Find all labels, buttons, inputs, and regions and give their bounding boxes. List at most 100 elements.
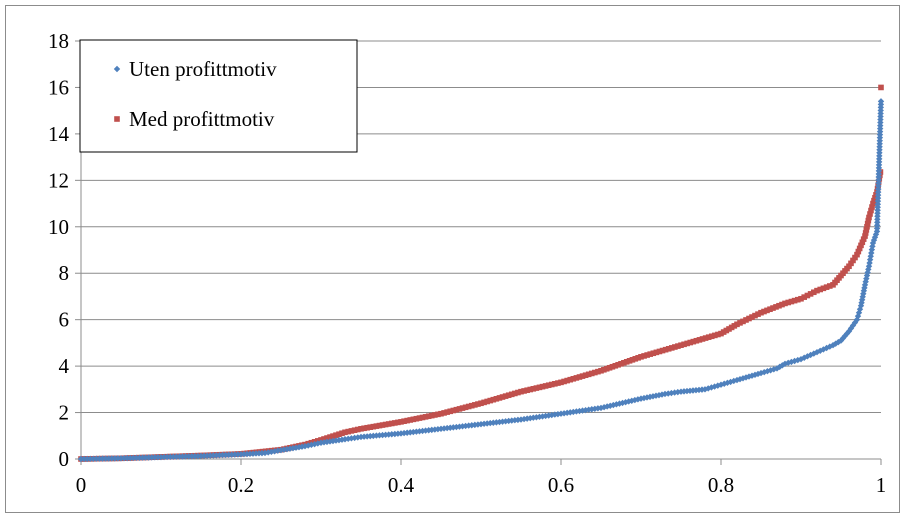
data-point	[327, 434, 333, 440]
data-point	[644, 352, 650, 358]
data-point	[462, 404, 469, 411]
data-point	[487, 397, 494, 404]
series-uten-profittmotiv	[77, 98, 885, 463]
data-point	[811, 289, 817, 296]
x-tick-labels: 0 0.2 0.4 0.6 0.8 1	[76, 473, 887, 497]
data-point	[600, 403, 608, 411]
data-point	[798, 295, 804, 302]
y-tick-label: 0	[59, 447, 70, 471]
data-point	[447, 408, 454, 415]
data-point	[453, 406, 460, 413]
data-point	[610, 401, 617, 409]
data-point	[560, 410, 568, 417]
data-point	[364, 424, 370, 431]
data-point	[567, 409, 574, 416]
data-point	[855, 248, 862, 255]
data-point	[555, 380, 561, 386]
data-point	[773, 304, 779, 310]
data-point	[850, 257, 856, 264]
data-point	[333, 432, 339, 438]
y-tick-label: 16	[48, 75, 69, 99]
data-point	[564, 377, 570, 384]
data-point	[348, 428, 355, 434]
data-point	[681, 341, 687, 348]
data-point	[609, 363, 616, 370]
data-point	[752, 312, 758, 319]
data-point	[361, 425, 367, 432]
data-point	[197, 452, 205, 460]
data-point	[561, 378, 567, 385]
data-point	[779, 362, 786, 369]
data-point	[410, 416, 417, 423]
x-tick-label: 0.2	[228, 473, 254, 497]
data-point	[864, 220, 871, 227]
data-point	[740, 318, 746, 325]
data-point	[435, 411, 441, 418]
data-point	[865, 217, 872, 224]
data-point	[758, 309, 764, 316]
data-point	[865, 266, 872, 273]
data-point	[761, 308, 767, 315]
data-point	[628, 397, 635, 404]
data-point	[413, 415, 420, 422]
data-point	[878, 84, 884, 91]
data-point	[539, 383, 546, 390]
data-point	[684, 340, 690, 347]
data-point	[714, 382, 721, 389]
data-point	[552, 380, 558, 387]
data-point	[635, 355, 641, 361]
data-point	[567, 376, 574, 383]
data-point	[699, 336, 706, 342]
data-point	[545, 382, 552, 389]
data-point	[776, 302, 782, 309]
data-point	[807, 351, 814, 359]
y-tick-label: 4	[59, 354, 70, 378]
data-point	[585, 406, 592, 413]
data-point	[615, 361, 621, 368]
data-point	[801, 354, 808, 361]
data-point	[866, 214, 872, 221]
data-point	[465, 403, 472, 410]
data-point	[672, 344, 678, 350]
data-point	[527, 414, 534, 422]
data-point	[674, 388, 681, 396]
data-point	[601, 366, 607, 373]
data-point	[848, 260, 854, 267]
data-point	[801, 294, 807, 300]
data-point	[342, 429, 348, 436]
data-point	[795, 296, 801, 303]
data-point	[579, 373, 586, 379]
data-point	[785, 299, 791, 306]
data-point	[678, 342, 684, 349]
data-point	[407, 417, 414, 423]
data-point	[324, 435, 330, 441]
data-point	[823, 344, 830, 352]
data-point	[767, 306, 773, 313]
data-point	[321, 436, 327, 442]
data-point	[764, 307, 770, 314]
data-point	[737, 320, 743, 326]
data-point	[373, 423, 380, 429]
data-point	[505, 392, 512, 399]
data-point	[518, 388, 524, 395]
data-point	[401, 418, 407, 425]
data-point	[743, 317, 749, 323]
data-point	[481, 399, 487, 406]
data-point	[441, 410, 447, 416]
data-point	[868, 249, 875, 257]
data-point	[711, 383, 718, 390]
data-point	[767, 367, 774, 374]
data-point	[770, 366, 777, 373]
data-point	[527, 386, 534, 393]
data-point	[859, 239, 866, 246]
data-point	[339, 430, 345, 437]
data-point	[690, 338, 697, 345]
data-point	[395, 419, 401, 426]
data-point	[770, 305, 776, 311]
data-point	[702, 335, 709, 341]
data-point	[576, 374, 583, 380]
data-point	[721, 380, 728, 387]
data-point	[530, 385, 537, 392]
data-point	[622, 398, 629, 406]
data-point	[846, 263, 852, 270]
